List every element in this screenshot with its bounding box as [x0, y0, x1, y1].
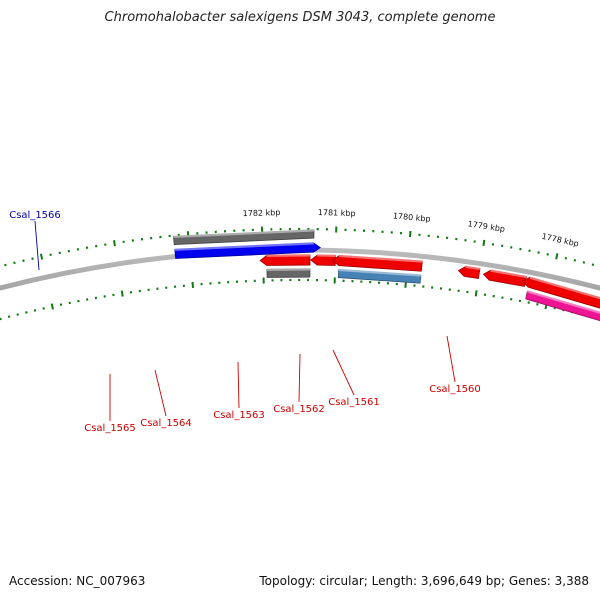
minor-tick [7, 315, 11, 319]
csal-1561-label[interactable]: Csal_1561 [328, 397, 380, 408]
minor-tick [25, 311, 28, 314]
minor-tick [0, 317, 2, 321]
scale-tick-label: 1781 kbp [318, 208, 356, 218]
scale-ticks-outer [4, 226, 595, 267]
csal-1560-gene-highlight [529, 276, 600, 300]
csal-1563-leader-line [237, 361, 240, 409]
scale-tick-label: 1778 kbp [541, 232, 580, 249]
csal-1565-label[interactable]: Csal_1565 [84, 423, 136, 434]
csal-1566-cds-highlight [173, 229, 315, 238]
csal-1562-leader-line [298, 353, 301, 403]
csal-1566-label[interactable]: Csal_1566 [9, 210, 61, 221]
genome-backbone [0, 247, 600, 291]
major-tick [482, 239, 486, 247]
major-tick [191, 281, 195, 289]
scale-tick-label: 1782 kbp [243, 208, 281, 218]
csal-1560-leader-line [446, 335, 456, 383]
minor-tick [13, 261, 16, 265]
csal-1566-gene-highlight [174, 242, 314, 251]
csal-1566-leader-line [34, 220, 40, 271]
major-tick [39, 253, 44, 260]
minor-tick [582, 261, 586, 264]
csal-1566-gene[interactable] [174, 242, 322, 259]
minor-tick [591, 263, 595, 266]
csal-1561-leader-line [332, 349, 355, 396]
csal-1563-label[interactable]: Csal_1563 [213, 410, 265, 421]
scale-ticks-inner [0, 277, 600, 321]
csal-1560-label[interactable]: Csal_1560 [429, 384, 481, 395]
csal-1563-cds-highlight [338, 268, 421, 277]
minor-tick [16, 313, 19, 316]
page-title: Chromohalobacter salexigens DSM 3043, co… [104, 10, 496, 25]
csal-1562-gene-highlight [465, 265, 481, 271]
csal-1563-gene-highlight [338, 254, 423, 263]
minor-tick [4, 263, 7, 267]
csal-1562-label[interactable]: Csal_1562 [273, 404, 325, 415]
major-tick [120, 290, 124, 297]
gene-features [172, 229, 600, 322]
genome-summary-text: Topology: circular; Length: 3,696,649 bp… [259, 574, 589, 588]
csal-1560-cds-highlight [526, 290, 600, 314]
major-tick [555, 253, 559, 260]
accession-text: Accession: NC_007963 [9, 574, 146, 588]
major-tick [50, 303, 54, 310]
csal-1564-label[interactable]: Csal_1564 [140, 418, 192, 429]
scale-tick-label: 1780 kbp [393, 211, 431, 223]
major-tick [474, 290, 478, 297]
gene-labels: Csal_1566 Csal_1565 Csal_1564 Csal_1563 Csal… [9, 210, 481, 434]
major-tick [113, 240, 116, 247]
major-tick [404, 281, 407, 288]
scale-tick-label: 1779 kbp [467, 219, 506, 234]
csal-1564-leader-line [154, 369, 167, 417]
major-tick [408, 230, 412, 238]
csal-1561-gene-highlight [490, 269, 527, 279]
